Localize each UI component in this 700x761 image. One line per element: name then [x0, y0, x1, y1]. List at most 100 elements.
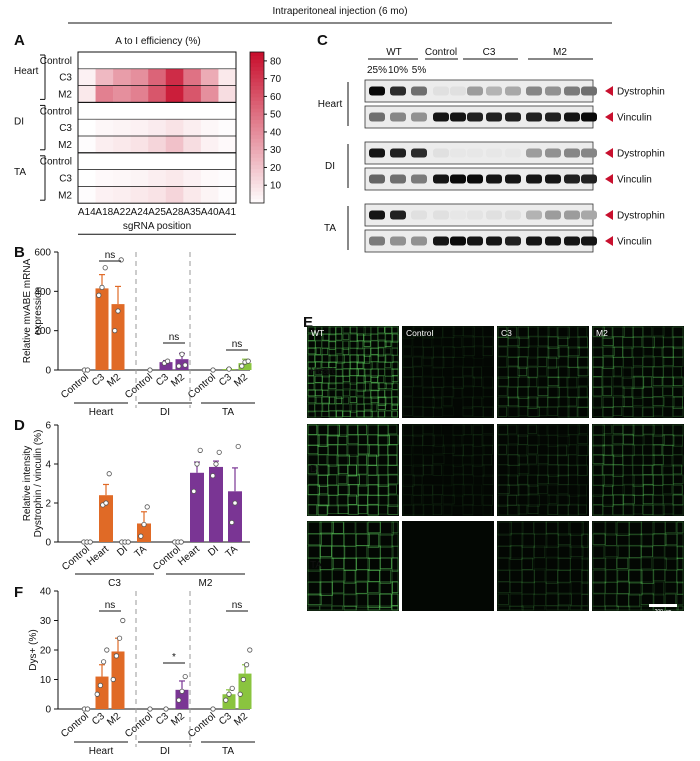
myofiber-outline	[581, 605, 589, 611]
myofiber-outline	[412, 474, 423, 486]
myofiber-outline	[402, 454, 413, 466]
myofiber-outline	[384, 347, 392, 355]
myofiber-outline	[632, 494, 645, 506]
micrograph-tile	[402, 326, 494, 418]
bar	[159, 362, 173, 370]
myofiber-outline	[652, 326, 665, 337]
myofiber-outline	[391, 410, 398, 418]
myofiber-outline	[537, 356, 547, 367]
myofiber-outline	[497, 454, 509, 465]
micrograph-column-label: WT	[311, 328, 324, 338]
micrograph-tile	[402, 424, 494, 516]
myofiber-outline	[387, 494, 399, 507]
myofiber-outline	[527, 444, 538, 455]
blot-band	[486, 112, 502, 122]
myofiber-outline	[497, 366, 509, 379]
myofiber-outline	[317, 494, 330, 507]
myofiber-outline	[497, 326, 508, 338]
myofiber-outline	[592, 494, 603, 505]
y-axis-label: Dys+ (%)	[28, 629, 39, 670]
data-point	[147, 706, 153, 712]
myofiber-outline	[642, 346, 654, 357]
myofiber-outline	[672, 396, 684, 409]
data-point	[239, 363, 245, 369]
heatmap-cell	[165, 119, 184, 136]
y-axis-label: Dystrophin / vinculin (%)	[33, 430, 44, 538]
myofiber-outline	[628, 521, 643, 536]
colorbar-segment	[250, 150, 264, 155]
micrograph-row-label: TA	[310, 560, 322, 571]
blot-band	[433, 210, 449, 220]
myofiber-outline	[557, 581, 572, 594]
myofiber-outline	[412, 484, 423, 496]
myofiber-outline	[335, 340, 343, 349]
heatmap-cell	[165, 85, 184, 103]
data-point	[235, 443, 241, 450]
blot-band	[369, 148, 385, 158]
myofiber-outline	[482, 386, 494, 398]
myofiber-outline	[577, 424, 589, 434]
band-label: Dystrophin	[617, 149, 665, 160]
significance-label: *	[172, 652, 176, 663]
colorbar-segment	[250, 78, 264, 83]
myofiber-outline	[577, 336, 588, 349]
heatmap-cell	[148, 119, 167, 136]
myofiber-outline	[387, 484, 397, 495]
colorbar-tick-label: 40	[270, 127, 282, 138]
y-tick-label: 600	[34, 248, 51, 259]
myofiber-outline	[384, 354, 394, 364]
myofiber-outline	[581, 521, 589, 535]
myofiber-outline	[314, 403, 324, 412]
heatmap-cell	[218, 85, 237, 103]
myofiber-outline	[592, 557, 607, 570]
blot-band	[467, 112, 483, 122]
myofiber-outline	[612, 424, 624, 435]
colorbar-segment	[250, 85, 264, 91]
blot-band	[564, 236, 580, 246]
myofiber-outline	[632, 366, 643, 377]
myofiber-outline	[328, 354, 338, 363]
significance-label: ns	[169, 332, 180, 343]
myofiber-outline	[328, 347, 336, 357]
myofiber-outline	[569, 521, 584, 536]
heatmap-cell	[130, 52, 149, 69]
myofiber-outline	[507, 454, 520, 467]
myofiber-outline	[497, 356, 507, 368]
heatmap-cell	[130, 85, 149, 103]
myofiber-outline	[367, 569, 380, 582]
myofiber-outline	[672, 424, 684, 437]
myofiber-outline	[442, 356, 454, 368]
myofiber-outline	[652, 366, 664, 378]
myofiber-outline	[377, 484, 390, 497]
myofiber-outline	[432, 504, 442, 516]
myofiber-outline	[307, 504, 318, 516]
myofiber-outline	[497, 396, 510, 407]
myofiber-outline	[664, 545, 678, 560]
myofiber-outline	[422, 494, 433, 505]
myofiber-outline	[517, 366, 527, 376]
myofiber-outline	[557, 545, 572, 559]
myofiber-outline	[557, 356, 569, 367]
blot-band	[486, 86, 502, 96]
myofiber-outline	[307, 326, 316, 334]
myofiber-outline	[507, 424, 518, 435]
myofiber-outline	[602, 504, 613, 516]
myofiber-outline	[662, 326, 673, 339]
colorbar-segment	[250, 176, 264, 181]
myofiber-outline	[391, 326, 399, 334]
myofiber-outline	[387, 474, 399, 485]
myofiber-outline	[402, 346, 413, 357]
myofiber-outline	[377, 424, 389, 437]
heatmap-cell	[130, 169, 149, 187]
myofiber-outline	[612, 386, 625, 396]
myofiber-outline	[577, 434, 589, 445]
myofiber-outline	[442, 396, 453, 407]
blot-band	[486, 148, 502, 158]
blot-band	[505, 86, 521, 96]
myofiber-outline	[349, 410, 357, 418]
myofiber-outline	[577, 464, 588, 476]
micrograph-column-label: M2	[596, 328, 608, 338]
blot-band	[505, 236, 521, 246]
myofiber-outline	[314, 389, 323, 396]
colorbar-segment	[250, 104, 264, 110]
